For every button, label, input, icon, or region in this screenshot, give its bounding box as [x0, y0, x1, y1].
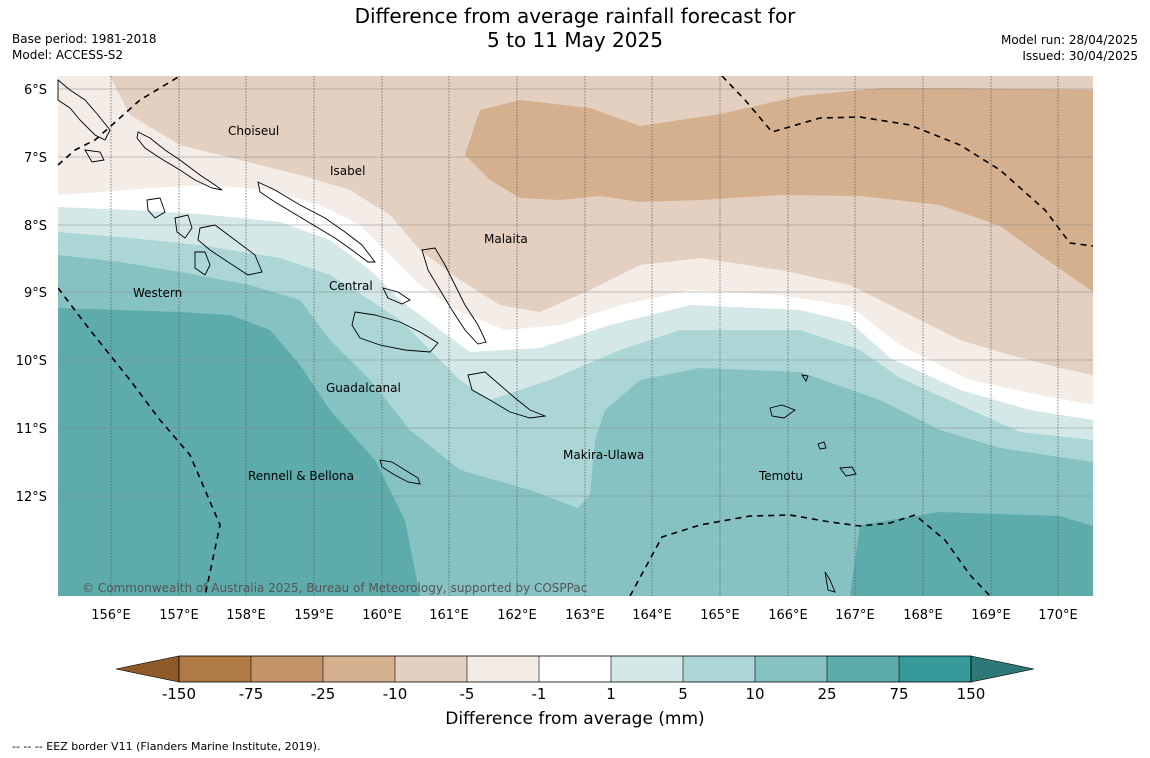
lon-label-170e: 170°E — [1038, 608, 1078, 623]
lon-label-164e: 164°E — [632, 608, 672, 623]
colorbar: -150 -75 -25 -10 -5 -1 1 5 10 25 75 150 — [115, 655, 1035, 703]
lon-label-160e: 160°E — [362, 608, 402, 623]
lon-label-158e: 158°E — [226, 608, 266, 623]
coastlines — [57, 79, 857, 593]
latitude-gridlines — [58, 88, 1093, 497]
colorbar-box-1 — [179, 656, 251, 682]
label-temotu: Temotu — [758, 469, 803, 483]
base-period: Base period: 1981-2018 — [12, 32, 157, 46]
label-malaita: Malaita — [484, 232, 528, 246]
label-rennell-bellona: Rennell & Bellona — [248, 469, 354, 483]
latitude-labels: 6°S 7°S 8°S 9°S 10°S 11°S 12°S — [16, 83, 47, 505]
choiseul-island — [136, 131, 223, 191]
cb-label-minus1: -1 — [532, 685, 547, 703]
guadalcanal-island — [467, 371, 547, 419]
new-georgia-island — [174, 214, 193, 239]
cb-label-150: 150 — [957, 685, 986, 703]
lon-label-156e: 156°E — [91, 608, 131, 623]
lon-label-159e: 159°E — [294, 608, 334, 623]
lon-label-165e: 165°E — [700, 608, 740, 623]
eez-border — [58, 76, 1093, 596]
malaita-island — [421, 247, 487, 345]
colorbar-box-9 — [755, 656, 827, 682]
band-minus25-minus10 — [465, 88, 1093, 292]
lon-label-157e: 157°E — [159, 608, 199, 623]
colorbar-box-8 — [683, 656, 755, 682]
title-line-1: Difference from average rainfall forecas… — [354, 4, 796, 28]
longitude-gridlines — [110, 76, 1059, 596]
lon-label-162e: 162°E — [497, 608, 537, 623]
chart-title: Difference from average rainfall forecas… — [0, 4, 1150, 52]
lon-label-168e: 168°E — [903, 608, 943, 623]
cb-label-minus10: -10 — [383, 685, 408, 703]
label-makira-ulawa: Makira-Ulawa — [563, 448, 644, 462]
colorbar-title: Difference from average (mm) — [445, 709, 705, 729]
lat-label-10s: 10°S — [16, 354, 47, 369]
colorbar-arrow-high — [970, 655, 1035, 683]
isabel-island — [257, 181, 376, 263]
cb-label-5: 5 — [678, 685, 688, 703]
title-line-2: 5 to 11 May 2025 — [487, 28, 663, 52]
lon-label-163e: 163°E — [565, 608, 605, 623]
colorbar-box-4 — [395, 656, 467, 682]
lon-label-161e: 161°E — [429, 608, 469, 623]
colorbar-box-7 — [611, 656, 683, 682]
issued-date: Issued: 30/04/2025 — [1022, 49, 1138, 63]
makira-island — [379, 459, 421, 485]
cb-label-minus25: -25 — [311, 685, 336, 703]
place-labels: Choiseul Isabel Malaita Western Central … — [133, 124, 803, 483]
colorbar-box-11 — [899, 656, 971, 682]
cb-label-1: 1 — [606, 685, 616, 703]
cb-label-10: 10 — [745, 685, 764, 703]
lon-label-166e: 166°E — [768, 608, 808, 623]
lat-label-6s: 6°S — [24, 83, 47, 98]
colorbar-box-5 — [467, 656, 539, 682]
lon-label-167e: 167°E — [835, 608, 875, 623]
model-name: Model: ACCESS-S2 — [12, 48, 124, 62]
lat-label-7s: 7°S — [24, 151, 47, 166]
colorbar-box-2 — [251, 656, 323, 682]
meta-left: Base period: 1981-2018 Model: ACCESS-S2 — [12, 31, 157, 63]
cb-label-minus5: -5 — [460, 685, 475, 703]
colorbar-arrow-low — [115, 655, 180, 683]
lat-label-11s: 11°S — [16, 422, 47, 437]
colorbar-box-10 — [827, 656, 899, 682]
eez-footnote: -- -- -- EEZ border V11 (Flanders Marine… — [12, 740, 321, 753]
label-central: Central — [329, 279, 373, 293]
lat-label-9s: 9°S — [24, 286, 47, 301]
label-western: Western — [133, 286, 182, 300]
colorbar-box-6 — [539, 656, 611, 682]
label-choiseul: Choiseul — [228, 124, 279, 138]
copyright-notice: © Commonwealth of Australia 2025, Bureau… — [82, 581, 587, 595]
lat-label-8s: 8°S — [24, 219, 47, 234]
central-island — [351, 311, 439, 353]
rainfall-field — [58, 76, 1093, 596]
lat-label-12s: 12°S — [16, 490, 47, 505]
label-isabel: Isabel — [330, 164, 365, 178]
colorbar-box-3 — [323, 656, 395, 682]
label-guadalcanal: Guadalcanal — [326, 381, 401, 395]
cb-label-75: 75 — [889, 685, 908, 703]
model-run: Model run: 28/04/2025 — [1000, 33, 1138, 47]
lon-label-169e: 169°E — [971, 608, 1011, 623]
cb-label-25: 25 — [817, 685, 836, 703]
meta-right: Model run: 28/04/2025 Issued: 30/04/2025 — [1001, 32, 1138, 64]
longitude-labels: 156°E 157°E 158°E 159°E 160°E 161°E 162°… — [91, 608, 1078, 623]
cb-label-minus75: -75 — [239, 685, 264, 703]
cb-label-minus150: -150 — [162, 685, 196, 703]
